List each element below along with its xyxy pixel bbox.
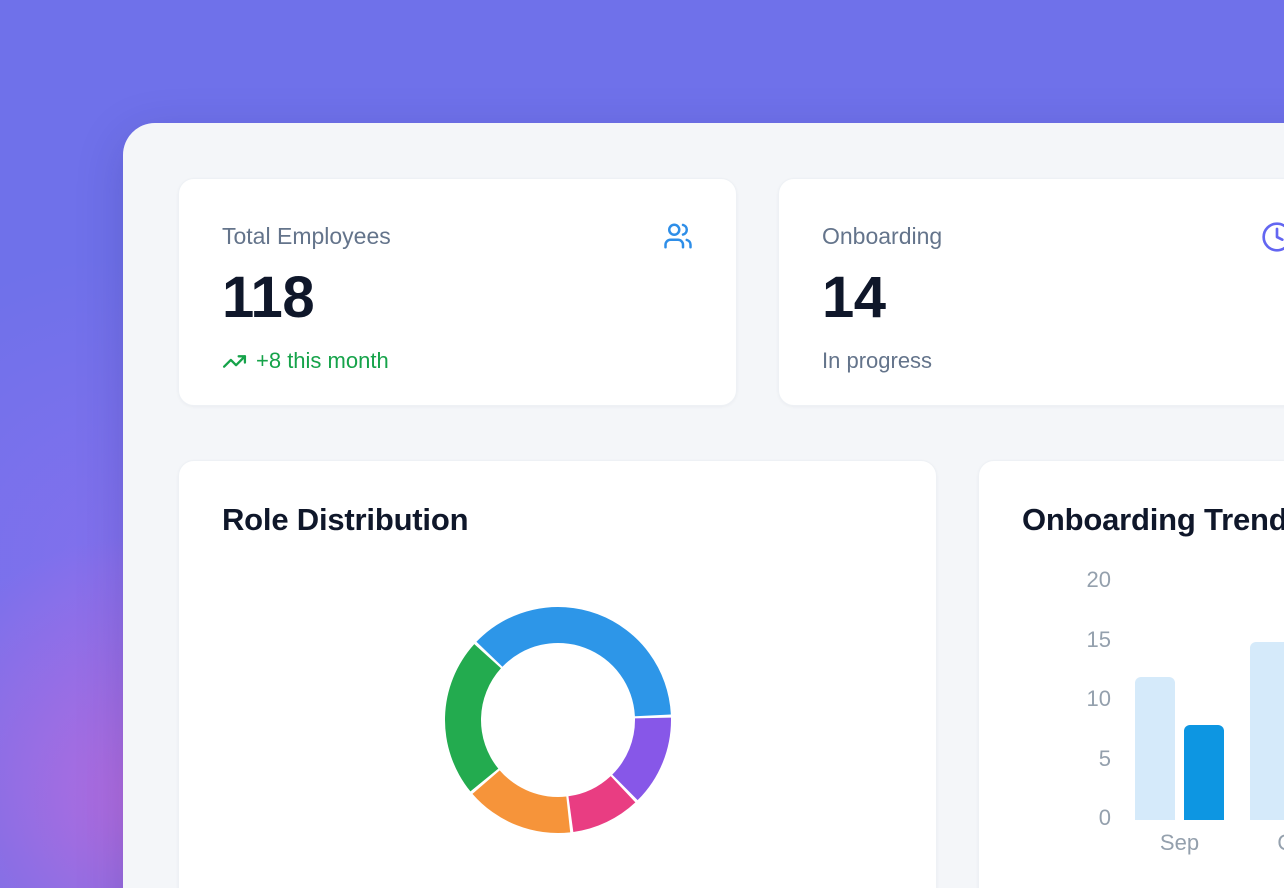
bar-chart: 0 5 10 15 20 Sep Oct	[979, 461, 1284, 888]
stat-label: Total Employees	[222, 223, 391, 249]
green-segment	[444, 644, 501, 792]
blue-segment	[475, 607, 671, 717]
y-axis-tick: 20	[1086, 567, 1111, 592]
role-distribution-card: Role Distribution	[178, 460, 937, 888]
y-axis-tick: 15	[1086, 626, 1111, 652]
clock-icon	[1261, 221, 1284, 258]
y-axis-tick: 0	[1098, 805, 1111, 830]
light-blue-series-bar	[1135, 677, 1175, 820]
pink-segment	[567, 776, 635, 832]
chart-title: Role Distribution	[222, 502, 469, 537]
stat-card-onboarding: Onboarding 14 In progress	[778, 178, 1284, 406]
charts-row: Role Distribution Onboarding Trend 0 5 10 1…	[178, 460, 1284, 888]
light-blue-series-bar	[1250, 641, 1284, 820]
stat-value: 118	[222, 265, 315, 330]
stat-trend-text: +8 this month	[256, 348, 389, 373]
stat-trend: +8 this month	[222, 347, 693, 375]
stat-value: 14	[822, 265, 886, 330]
users-icon	[663, 221, 693, 256]
onboarding-trend-card: Onboarding Trend 0 5 10 15 20 Sep Oct	[978, 460, 1284, 888]
dark-blue-series-bar	[1184, 724, 1224, 820]
stat-label: Onboarding	[822, 223, 943, 249]
stat-card-total-employees: Total Employees 118 +8 this month	[178, 178, 737, 406]
stats-row: Total Employees 118 +8 this month	[178, 178, 1284, 406]
dashboard-panel: Total Employees 118 +8 this month	[123, 123, 1284, 888]
trending-up-icon	[222, 349, 247, 374]
role-distribution-donut	[444, 607, 671, 833]
donut-chart	[179, 605, 936, 835]
purple-segment	[611, 717, 671, 801]
stat-subtitle: In progress	[822, 347, 1284, 375]
stat-subtitle-text: In progress	[822, 348, 933, 373]
x-axis-label: Oct	[1250, 829, 1284, 857]
x-axis-label: Sep	[1159, 830, 1200, 855]
y-axis-tick: 5	[1098, 745, 1111, 771]
y-axis-tick: 10	[1086, 686, 1111, 711]
chart-title: Onboarding Trend	[1022, 502, 1284, 537]
orange-segment	[471, 770, 570, 833]
